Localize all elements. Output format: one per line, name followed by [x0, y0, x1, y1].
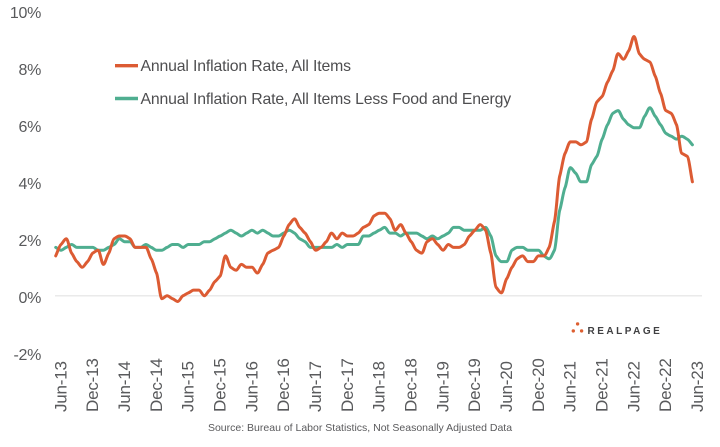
- svg-text:Annual Inflation Rate, All Ite: Annual Inflation Rate, All Items: [141, 58, 352, 75]
- svg-text:Jun-16: Jun-16: [242, 361, 261, 412]
- svg-text:Jun-21: Jun-21: [561, 361, 580, 412]
- svg-text:10%: 10%: [10, 5, 41, 22]
- svg-text:Dec-20: Dec-20: [529, 358, 548, 412]
- svg-text:Dec-13: Dec-13: [83, 358, 102, 412]
- svg-text:4%: 4%: [18, 176, 41, 193]
- svg-text:Jun-18: Jun-18: [370, 361, 389, 412]
- svg-text:Jun-22: Jun-22: [624, 361, 643, 412]
- svg-text:Dec-21: Dec-21: [593, 358, 612, 412]
- svg-text:REALPAGE: REALPAGE: [588, 326, 663, 337]
- svg-text:8%: 8%: [18, 62, 41, 79]
- svg-text:Dec-17: Dec-17: [338, 358, 357, 412]
- svg-text:Dec-15: Dec-15: [211, 358, 230, 412]
- svg-text:Dec-19: Dec-19: [465, 358, 484, 412]
- svg-text:Jun-13: Jun-13: [51, 361, 70, 412]
- svg-text:Dec-14: Dec-14: [147, 358, 166, 412]
- svg-text:Jun-19: Jun-19: [433, 361, 452, 412]
- svg-text:Dec-16: Dec-16: [274, 358, 293, 412]
- svg-text:Jun-17: Jun-17: [306, 361, 325, 412]
- svg-text:-2%: -2%: [13, 347, 41, 364]
- svg-text:Jun-15: Jun-15: [179, 361, 198, 412]
- svg-text:0%: 0%: [18, 290, 41, 307]
- svg-text:Jun-23: Jun-23: [688, 361, 707, 412]
- svg-text:2%: 2%: [18, 233, 41, 250]
- svg-text:Dec-22: Dec-22: [656, 358, 675, 412]
- svg-text:Source: Bureau of Labor Statis: Source: Bureau of Labor Statistics, Not …: [208, 422, 512, 434]
- svg-text:Annual Inflation Rate, All Ite: Annual Inflation Rate, All Items Less Fo…: [141, 91, 512, 108]
- svg-text:Dec-18: Dec-18: [402, 358, 421, 412]
- svg-text:Jun-20: Jun-20: [497, 361, 516, 412]
- svg-text:6%: 6%: [18, 119, 41, 136]
- svg-text:Jun-14: Jun-14: [115, 361, 134, 412]
